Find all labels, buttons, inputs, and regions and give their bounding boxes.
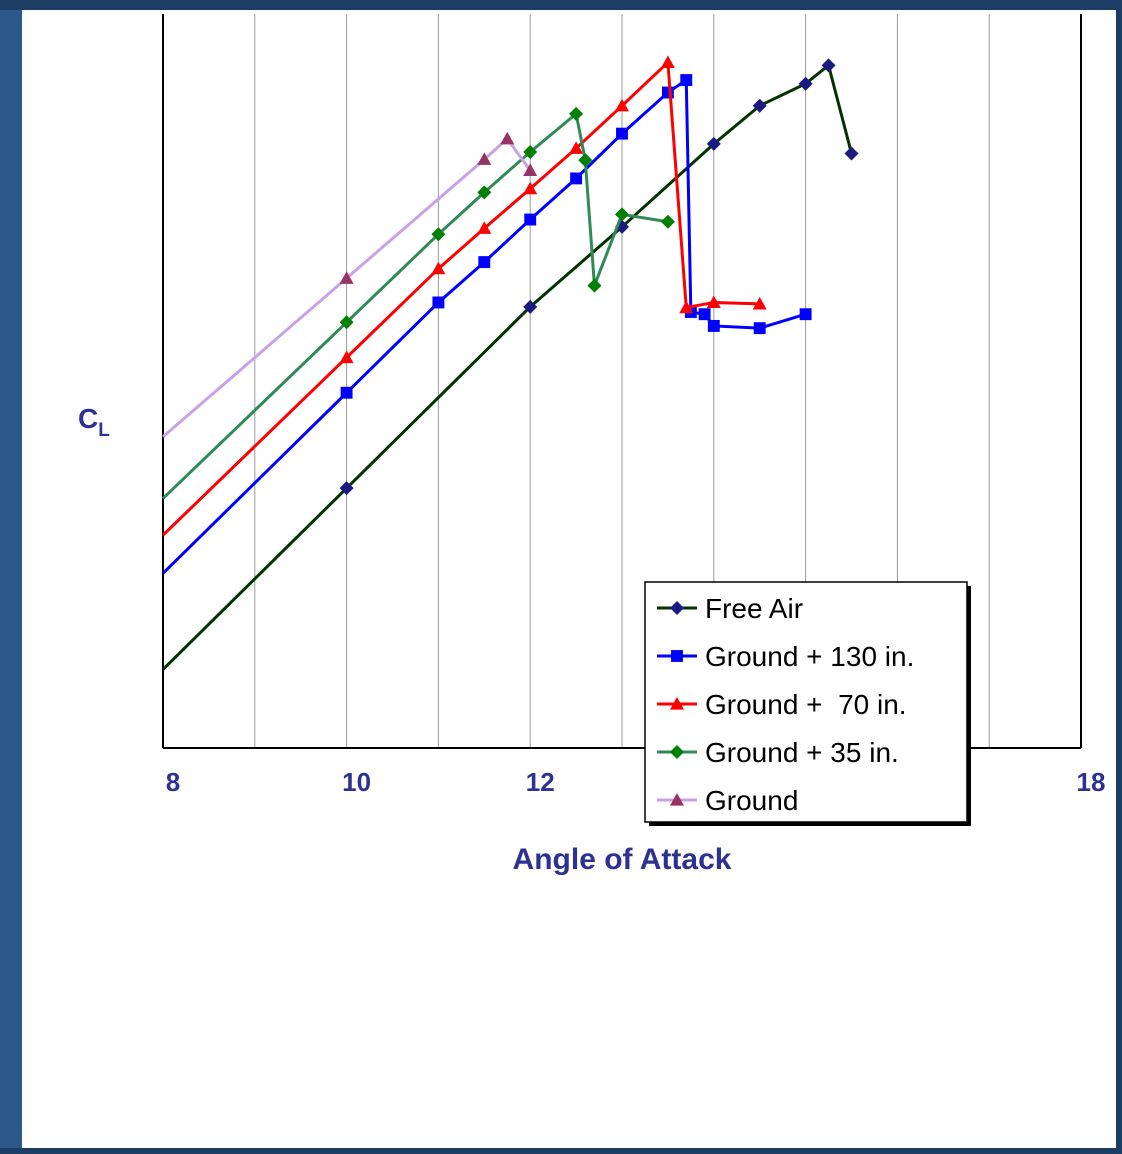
x-tick-label: 10 bbox=[342, 767, 371, 797]
slide-left-border bbox=[0, 0, 22, 1154]
triangle-marker bbox=[752, 296, 767, 310]
legend-label: Ground + 35 in. bbox=[705, 737, 899, 768]
series bbox=[161, 106, 675, 500]
diamond-marker bbox=[615, 207, 629, 222]
square-marker bbox=[616, 127, 628, 140]
diamond-marker bbox=[339, 481, 354, 496]
legend-label: Free Air bbox=[705, 593, 803, 624]
square-marker bbox=[524, 213, 537, 226]
series bbox=[161, 55, 767, 537]
series bbox=[161, 74, 812, 575]
diamond-marker bbox=[706, 136, 721, 151]
y-axis-title: CL bbox=[78, 403, 110, 441]
square-marker bbox=[570, 172, 583, 185]
triangle-marker bbox=[339, 350, 354, 364]
diamond-marker bbox=[523, 144, 538, 159]
diamond-marker bbox=[821, 58, 836, 73]
legend-item: Ground + 35 in. bbox=[657, 737, 899, 768]
diamond-marker bbox=[431, 227, 446, 242]
square-marker bbox=[671, 650, 683, 662]
legend-item: Ground + 70 in. bbox=[657, 689, 907, 720]
diamond-marker bbox=[569, 106, 584, 121]
diamond-marker bbox=[477, 185, 492, 200]
slide-right-border bbox=[1116, 0, 1122, 1154]
series-extrapolation-line bbox=[161, 391, 348, 575]
triangle-marker bbox=[523, 163, 538, 176]
series-extrapolation-line bbox=[161, 487, 348, 671]
diamond-marker bbox=[578, 153, 593, 168]
diamond-marker bbox=[752, 98, 767, 113]
diamond-marker bbox=[587, 278, 602, 293]
triangle-marker bbox=[339, 271, 354, 284]
series-line bbox=[345, 136, 532, 280]
triangle-marker bbox=[477, 221, 492, 234]
triangle-marker bbox=[679, 300, 694, 314]
triangle-marker bbox=[615, 98, 629, 112]
triangle-marker bbox=[670, 697, 684, 710]
series-layer bbox=[161, 55, 859, 671]
legend-item: Ground + 130 in. bbox=[657, 641, 914, 672]
y-axis-title-subscript: L bbox=[98, 420, 110, 441]
diamond-marker bbox=[670, 745, 684, 759]
y-axis-title-main: C bbox=[78, 403, 98, 434]
square-marker bbox=[799, 308, 812, 321]
x-axis-title: Angle of Attack bbox=[513, 843, 732, 876]
triangle-marker bbox=[660, 55, 675, 69]
legend: Free Air Ground + 130 in. Ground + 70 in. G… bbox=[644, 581, 971, 826]
series-extrapolation-line bbox=[161, 356, 348, 537]
square-marker bbox=[432, 296, 445, 309]
triangle-marker bbox=[670, 793, 684, 806]
triangle-marker bbox=[477, 152, 492, 165]
legend-item: Ground bbox=[657, 785, 798, 816]
diamond-marker bbox=[339, 315, 354, 330]
x-tick-label: 12 bbox=[526, 767, 555, 797]
square-marker bbox=[698, 308, 711, 321]
diamond-marker bbox=[523, 299, 538, 314]
square-marker bbox=[680, 74, 693, 87]
triangle-marker bbox=[523, 181, 538, 195]
triangle-marker bbox=[569, 141, 584, 154]
diamond-marker bbox=[670, 601, 684, 615]
legend-label: Ground + 70 in. bbox=[705, 689, 907, 720]
series-line bbox=[345, 77, 807, 394]
diamond-marker bbox=[798, 76, 813, 91]
triangle-marker bbox=[431, 261, 446, 275]
triangle-marker bbox=[500, 131, 515, 145]
square-marker bbox=[478, 256, 491, 269]
triangle-marker bbox=[706, 295, 721, 309]
diamond-marker bbox=[844, 146, 859, 161]
slide-bottom-border bbox=[0, 1148, 1122, 1154]
square-marker bbox=[707, 320, 720, 332]
x-tick-label: 18 bbox=[1077, 767, 1106, 797]
series bbox=[162, 131, 538, 438]
diamond-marker bbox=[660, 214, 675, 229]
legend-label: Ground bbox=[705, 785, 798, 816]
legend-label: Ground + 130 in. bbox=[705, 641, 914, 672]
square-marker bbox=[661, 86, 674, 99]
series-extrapolation-line bbox=[161, 321, 348, 500]
square-marker bbox=[340, 386, 353, 399]
x-tick-label: 8 bbox=[166, 767, 180, 797]
legend-box bbox=[644, 581, 968, 823]
series-extrapolation-line bbox=[162, 277, 348, 438]
square-marker bbox=[753, 322, 766, 335]
series-line bbox=[345, 59, 760, 359]
slide-top-border bbox=[0, 0, 1122, 10]
legend-item: Free Air bbox=[657, 593, 803, 624]
series bbox=[161, 58, 859, 671]
